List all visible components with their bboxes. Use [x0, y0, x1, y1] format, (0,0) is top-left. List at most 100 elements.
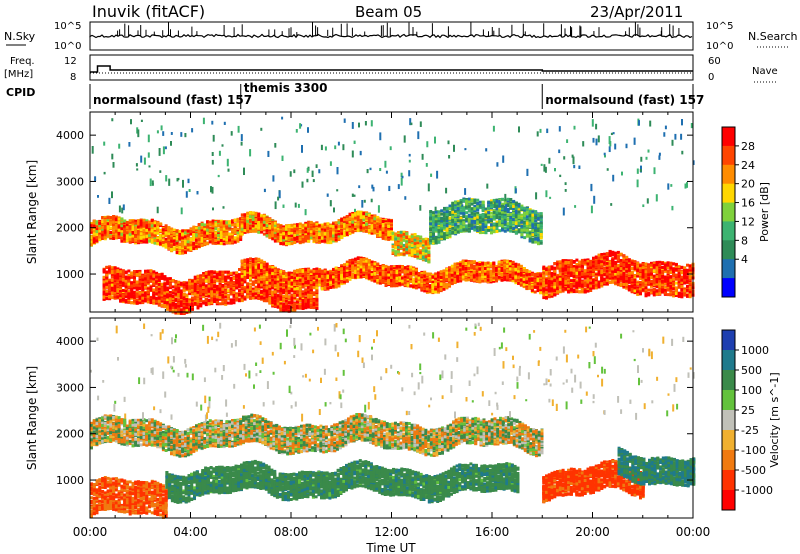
heatmap-cell: [209, 234, 212, 237]
heatmap-cell: [115, 235, 118, 238]
heatmap-cell: [145, 241, 148, 244]
heatmap-cell: [148, 240, 151, 243]
heatmap-cell: [170, 228, 173, 231]
heatmap-cell: [120, 227, 123, 230]
heatmap-cell: [237, 231, 240, 234]
heatmap-cell: [220, 239, 223, 242]
heatmap-cell: [93, 240, 96, 243]
heatmap-cell: [134, 226, 137, 229]
heatmap-cell: [231, 236, 234, 239]
heatmap-cell: [115, 230, 118, 233]
heatmap-cell: [107, 222, 110, 225]
heatmap-cell: [187, 234, 190, 237]
heatmap-cell: [192, 237, 195, 240]
nave-label: Nave: [752, 66, 778, 77]
heatmap-cell: [126, 221, 129, 224]
heatmap-cell: [239, 236, 242, 239]
heatmap-cell: [167, 242, 170, 245]
heatmap-cell: [203, 223, 206, 226]
heatmap-cell: [151, 238, 154, 241]
heatmap-cell: [137, 230, 140, 233]
heatmap-cell: [96, 236, 99, 239]
heatmap-cell: [198, 223, 201, 226]
heatmap-cell: [129, 219, 132, 222]
heatmap-cell: [212, 229, 215, 232]
heatmap-cell: [145, 226, 148, 229]
heatmap-cell: [170, 237, 173, 240]
nsearch-tick-bottom: 10^0: [706, 41, 733, 52]
freq-line: [90, 66, 693, 72]
heatmap-cell: [214, 239, 217, 242]
freq-tick-bottom: 8: [70, 72, 76, 83]
heatmap-cell: [137, 221, 140, 224]
heatmap-cell: [206, 221, 209, 224]
heatmap-cell: [223, 233, 226, 236]
heatmap-cell: [148, 228, 151, 231]
heatmap-cell: [234, 219, 237, 222]
heatmap-cell: [217, 220, 220, 223]
date-title: 23/Apr/2011: [590, 3, 683, 21]
heatmap-cell: [223, 242, 226, 245]
cpid-segment-label: normalsound (fast) 157: [93, 93, 252, 107]
heatmap-cell: [217, 241, 220, 244]
heatmap-cell: [225, 241, 228, 244]
heatmap-cell: [181, 237, 184, 240]
heatmap-cell: [198, 243, 201, 246]
heatmap-cell: [143, 233, 146, 236]
heatmap-cell: [217, 224, 220, 227]
heatmap-cell: [206, 235, 209, 238]
heatmap-cell: [220, 224, 223, 227]
heatmap-cell: [93, 222, 96, 225]
heatmap-cell: [173, 233, 176, 236]
heatmap-cell: [115, 225, 118, 228]
heatmap-cell: [129, 233, 132, 236]
heatmap-cell: [112, 221, 115, 224]
heatmap-cell: [156, 232, 159, 235]
heatmap-cell: [140, 237, 143, 240]
heatmap-cell: [225, 221, 228, 224]
heatmap-cell: [201, 226, 204, 229]
heatmap-cell: [154, 242, 157, 245]
heatmap-cell: [143, 222, 146, 225]
heatmap-cell: [228, 220, 231, 223]
heatmap-cell: [126, 231, 129, 234]
heatmap-cell: [120, 217, 123, 220]
heatmap-cell: [165, 224, 168, 227]
heatmap-cell: [162, 241, 165, 244]
heatmap-cell: [156, 221, 159, 224]
heatmap-cell: [104, 219, 107, 222]
heatmap-cell: [137, 236, 140, 239]
heatmap-cell: [134, 239, 137, 242]
heatmap-cell: [214, 232, 217, 235]
heatmap-cell: [109, 221, 112, 224]
heatmap-cell: [123, 230, 126, 233]
heatmap-cell: [237, 223, 240, 226]
heatmap-cell: [118, 229, 121, 232]
heatmap-cell: [198, 238, 201, 241]
nsearch-tick-top: 10^5: [706, 21, 733, 32]
heatmap-cell: [225, 236, 228, 239]
heatmap-cell: [170, 244, 173, 247]
heatmap-cell: [104, 231, 107, 234]
power-heatmap-cells: [90, 117, 695, 315]
heatmap-cell: [181, 229, 184, 232]
heatmap-cell: [212, 241, 215, 244]
heatmap-cell: [115, 218, 118, 221]
heatmap-cell: [96, 239, 99, 242]
heatmap-cell: [178, 230, 181, 233]
heatmap-cell: [192, 227, 195, 230]
heatmap-cell: [109, 235, 112, 238]
heatmap-cell: [104, 225, 107, 228]
summary-plot: Inuvik (fitACF) Beam 05 23/Apr/2011 N.Sk…: [0, 0, 800, 554]
nsky-trace: [90, 22, 692, 37]
heatmap-cell: [173, 239, 176, 242]
heatmap-cell: [178, 252, 181, 255]
heatmap-cell: [104, 236, 107, 239]
heatmap-cell: [209, 229, 212, 232]
heatmap-cell: [134, 222, 137, 225]
heatmap-cell: [201, 240, 204, 243]
heatmap-cell: [154, 234, 157, 237]
heatmap-cell: [234, 231, 237, 234]
heatmap-cell: [101, 220, 104, 223]
heatmap-cell: [159, 229, 162, 232]
